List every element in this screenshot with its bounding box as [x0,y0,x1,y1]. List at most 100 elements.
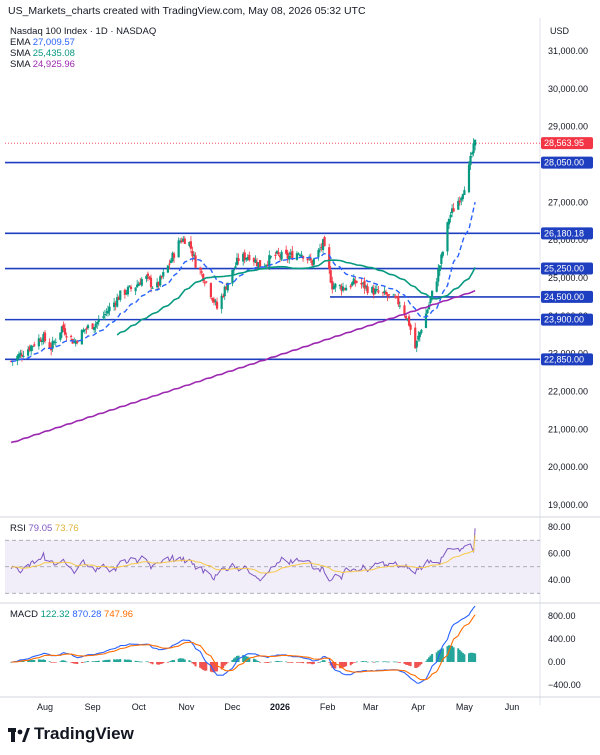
candle-body [96,322,99,325]
candle-body [258,260,262,268]
macd-histogram-bar [320,661,323,662]
candle-body [255,261,259,266]
macd-histogram-bar [173,660,176,662]
price-tick-label: 31,000.00 [548,46,588,56]
macd-histogram-bar [285,661,288,663]
main-legend: Nasdaq 100 Index · 1D · NASDAQ EMA 27,00… [10,26,156,70]
candle-body [136,284,139,288]
candle-body [398,305,401,307]
macd-histogram-bar [471,652,474,662]
candle-body [254,259,257,263]
macd-histogram-bar [27,660,30,662]
candle-body [352,278,355,285]
sma-fast-line [116,259,476,336]
macd-histogram-bar [254,659,257,662]
macd-histogram-bar [91,661,94,662]
candle-body [351,282,354,286]
macd-histogram-bar [275,660,278,662]
candle-body [407,316,411,326]
candle-body [237,258,240,262]
candle-body [280,251,283,260]
macd-histogram-bar [277,661,280,662]
macd-histogram-bar [74,662,77,664]
macd-tick-label: −400.00 [548,680,581,690]
brand-logo[interactable]: TradingView [8,724,134,744]
macd-histogram-bar [114,659,117,662]
macd-histogram-bar [420,662,423,665]
rsi-tick-label: 60.00 [548,549,571,559]
candle-body [51,340,54,349]
macd-histogram-bar [183,659,186,662]
candle-body [128,285,131,287]
macd-histogram-bar [388,661,391,663]
candle-body [199,268,202,270]
candle-body [134,287,137,292]
macd-histogram-bar [236,655,239,662]
candle-body [22,355,25,357]
macd-histogram-bar [438,649,441,662]
level-price-label: 28,050.00 [544,158,584,168]
candle-body [392,294,395,296]
candle-body [180,240,183,243]
macd-histogram-bar [318,661,321,663]
macd-histogram-bar [257,661,260,662]
macd-histogram-bar [80,662,83,663]
macd-histogram-bar [371,661,374,663]
candle-body [414,327,417,349]
candle-body [364,285,368,287]
candle-body [374,289,377,294]
macd-histogram-bar [255,660,258,662]
level-price-tag [541,227,593,240]
macd-histogram-bar [28,660,31,662]
candle-body [323,237,326,247]
candle-body [394,296,397,298]
candle-body [53,341,56,343]
candle-body [298,254,302,256]
macd-histogram-bar [361,661,364,662]
macd-histogram-bar [286,662,289,663]
macd-histogram-bar [82,662,85,663]
candle-body [463,190,466,195]
candle-body [469,156,472,166]
candle-body [285,249,288,254]
candle-body [291,251,294,260]
macd-histogram-bar [429,655,432,662]
candle-body [183,238,186,244]
candle-body [73,341,76,343]
level-price-tag [541,313,593,326]
macd-histogram-bar [461,652,464,662]
macd-tick-label: 0.00 [548,657,566,667]
macd-histogram-bar [409,662,412,667]
macd-histogram-bar [457,648,460,662]
macd-histogram-bar [128,659,131,662]
macd-legend: MACD 122.32 870.28 747.96 [10,609,133,620]
macd-histogram-bar [328,662,331,663]
macd-histogram-bar [448,645,451,662]
candle-body [215,301,219,309]
candle-body [435,281,438,292]
macd-histogram-bar [385,661,388,663]
candle-body [146,273,150,277]
candle-body [160,275,163,278]
candle-body [274,254,277,256]
macd-histogram-bar [73,662,76,664]
candle-body [137,283,140,286]
candle-body [114,303,117,306]
macd-histogram-bar [308,662,311,664]
macd-histogram-bar [406,662,409,666]
candle-body [383,290,386,293]
macd-histogram-bar [245,656,248,662]
macd-histogram-bar [234,657,237,662]
macd-histogram-bar [87,661,90,662]
candle-body [257,262,260,269]
rsi-tick-label: 80.00 [548,522,571,532]
candle-body [203,282,206,284]
candle-body [189,241,193,249]
candle-body [474,139,477,146]
candle-body [318,248,322,250]
macd-histogram-bar [151,662,154,665]
macd-histogram-bar [340,662,343,669]
macd-histogram-bar [106,659,109,662]
candle-body [211,298,214,301]
